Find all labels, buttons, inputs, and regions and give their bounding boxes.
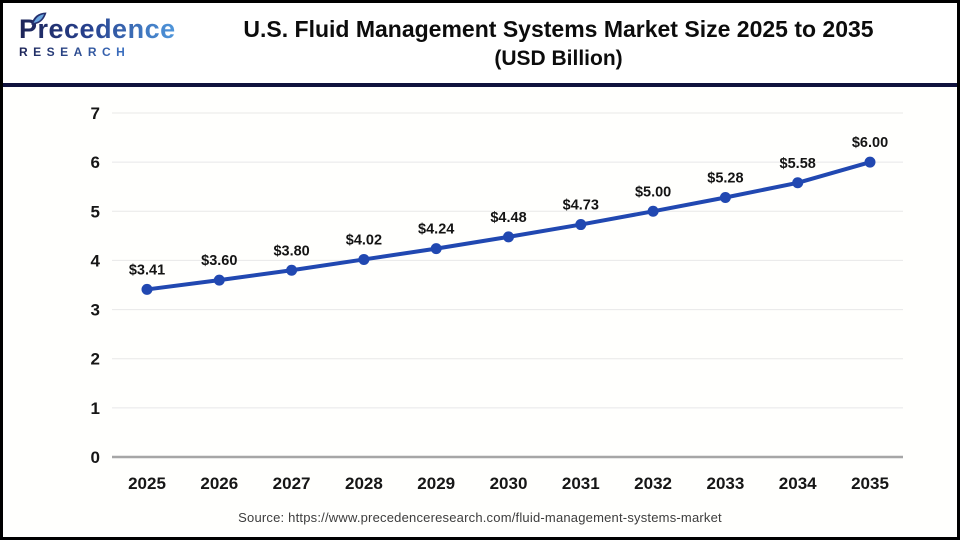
chart-subtitle: (USD Billion) — [494, 46, 623, 70]
y-tick-label: 3 — [91, 301, 100, 320]
x-tick-label: 2029 — [417, 474, 455, 493]
title-block: U.S. Fluid Management Systems Market Siz… — [168, 3, 949, 83]
x-tick-label: 2027 — [273, 474, 311, 493]
data-point-label: $5.28 — [707, 171, 743, 187]
x-tick-label: 2031 — [562, 474, 600, 493]
header-divider — [3, 83, 957, 87]
x-tick-label: 2034 — [779, 474, 817, 493]
y-tick-label: 1 — [91, 399, 100, 418]
data-point — [575, 219, 587, 231]
y-tick-label: 4 — [91, 251, 101, 270]
data-point-label: $4.73 — [563, 198, 599, 214]
data-point — [647, 205, 659, 217]
x-tick-label: 2033 — [706, 474, 744, 493]
x-tick-label: 2035 — [851, 474, 889, 493]
data-point-label: $4.24 — [418, 222, 454, 238]
x-tick-label: 2026 — [200, 474, 238, 493]
data-point-label: $5.00 — [635, 184, 671, 200]
brand-subname: RESEARCH — [19, 46, 176, 58]
data-point — [864, 156, 876, 168]
y-tick-label: 7 — [91, 104, 100, 123]
brand-name: Precedence — [19, 14, 176, 44]
data-point — [286, 264, 298, 276]
data-point — [719, 192, 731, 204]
data-point — [430, 243, 442, 255]
source-text: Source: https://www.precedenceresearch.c… — [238, 510, 722, 525]
data-point — [503, 231, 514, 243]
chart-title: U.S. Fluid Management Systems Market Siz… — [243, 15, 874, 42]
data-point — [792, 177, 804, 189]
y-tick-label: 2 — [91, 350, 100, 369]
x-tick-label: 2028 — [345, 474, 383, 493]
y-tick-label: 0 — [91, 448, 100, 467]
x-tick-label: 2025 — [128, 474, 166, 493]
data-point — [141, 283, 153, 295]
header: Precedence RESEARCH U.S. Fluid Managemen… — [3, 3, 957, 83]
data-point-label: $4.02 — [346, 232, 382, 248]
data-point-label: $6.00 — [852, 135, 888, 151]
data-point — [213, 274, 225, 286]
x-tick-label: 2032 — [634, 474, 672, 493]
logo-leaf-icon — [31, 12, 47, 25]
data-point — [358, 253, 370, 265]
line-chart: 0 1 2 3 4 5 6 7 2025 2026 2027 2028 2029 2030 2031 2032… — [91, 104, 903, 493]
data-point-label: $3.80 — [273, 243, 309, 259]
data-point-label: $4.48 — [490, 210, 526, 226]
data-point-label: $3.60 — [201, 253, 237, 269]
data-point-label: $3.41 — [129, 262, 165, 278]
y-tick-label: 5 — [91, 202, 100, 221]
y-tick-label: 6 — [91, 153, 100, 172]
data-point-label: $5.58 — [780, 156, 816, 172]
brand-logo: Precedence RESEARCH — [19, 12, 176, 58]
x-tick-label: 2030 — [490, 474, 528, 493]
